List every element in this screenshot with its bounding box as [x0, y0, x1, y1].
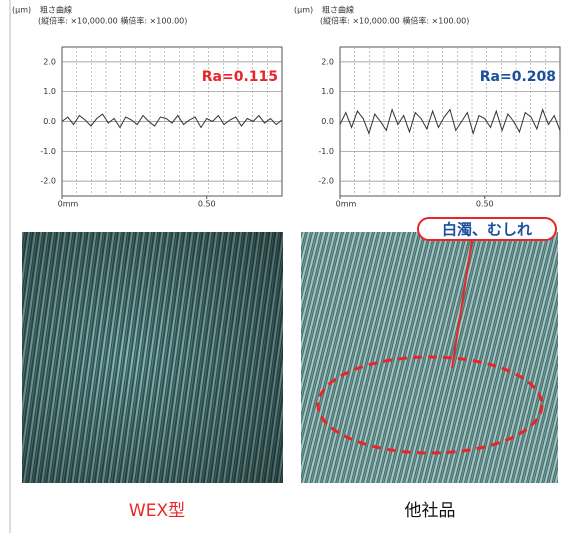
chart-subtitle: (縦倍率: ×10,000.00 横倍率: ×100.00): [320, 16, 469, 26]
chart-subtitle: (縦倍率: ×10,000.00 横倍率: ×100.00): [38, 16, 187, 26]
y-tick-label: 0.0: [43, 117, 56, 126]
y-tick-label: 2.0: [321, 57, 334, 66]
callout-text: 白濁、むしれ: [442, 221, 532, 239]
y-tick-label: 1.0: [321, 87, 334, 96]
y-tick-label: -1.0: [40, 147, 56, 156]
y-tick-label: 2.0: [43, 57, 56, 66]
y-tick-label: -2.0: [318, 177, 334, 186]
y-tick-label: -1.0: [318, 147, 334, 156]
chart-title: 粗さ曲線: [40, 5, 72, 15]
chart-title: 粗さ曲線: [322, 5, 354, 15]
page: 白濁、むしれ WEX型 他社品 (μm)粗さ曲線(縦倍率: ×10,000.00…: [0, 0, 568, 533]
photo-label: WEX型: [129, 501, 185, 521]
x-tick-label: 0.50: [476, 200, 494, 209]
photo-label: 他社品: [405, 501, 456, 521]
unit-label: (μm): [294, 6, 313, 15]
unit-label: (μm): [12, 6, 31, 15]
x-tick-label: 0mm: [336, 200, 357, 209]
x-tick-label: 0.50: [198, 200, 216, 209]
y-tick-label: 1.0: [43, 87, 56, 96]
ra-annotation: Ra=0.115: [202, 69, 278, 85]
ra-annotation: Ra=0.208: [480, 69, 556, 85]
profile-line: [62, 114, 282, 127]
photo-shade: [22, 232, 283, 483]
y-tick-label: 0.0: [321, 117, 334, 126]
y-tick-label: -2.0: [40, 177, 56, 186]
x-tick-label: 0mm: [58, 200, 79, 209]
